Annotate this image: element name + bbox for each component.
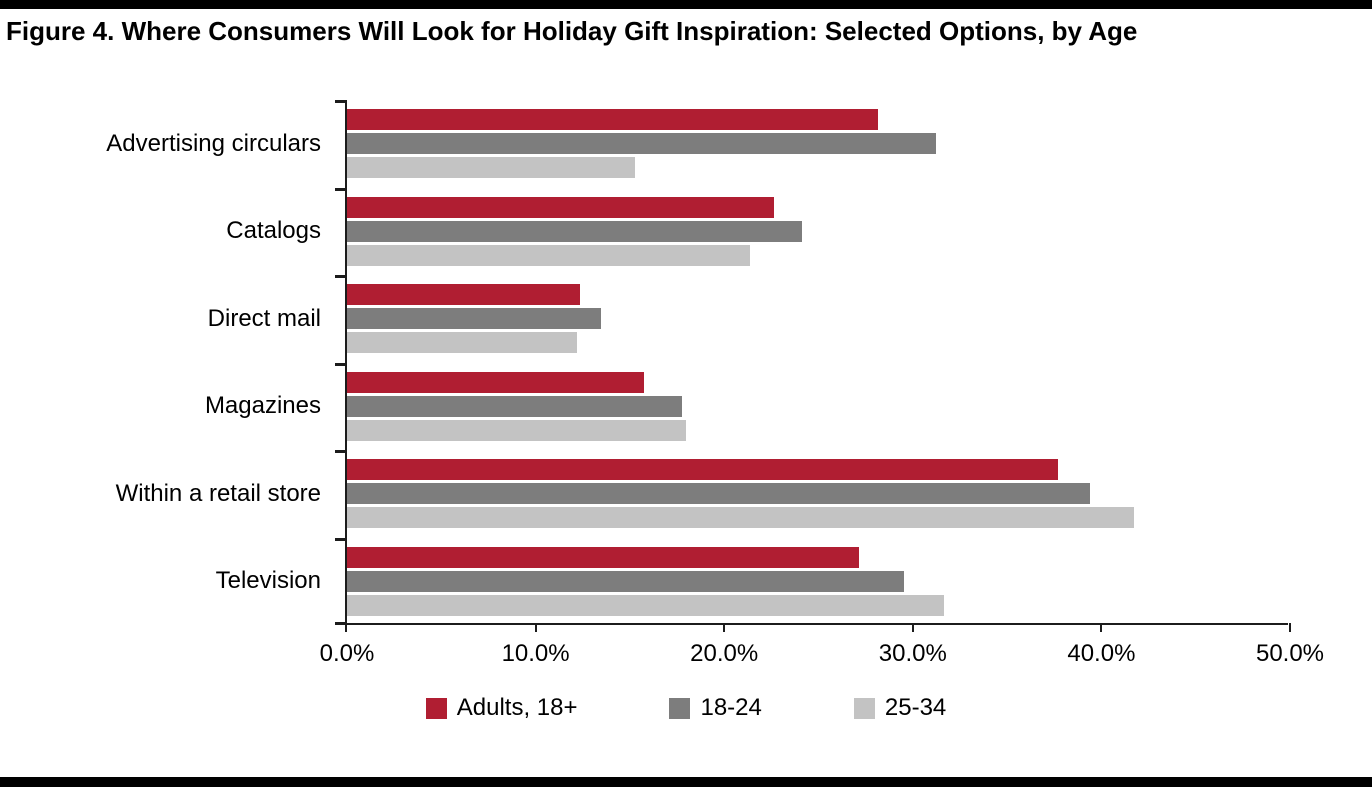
x-axis-tick-label: 30.0% <box>878 640 947 667</box>
legend-label-25-34: 25-34 <box>884 694 947 721</box>
bar-25-34 <box>347 594 944 616</box>
bar-18-24 <box>347 220 803 242</box>
bar-group-television <box>347 538 1288 626</box>
y-axis-tick <box>335 362 346 366</box>
bar-adults-18 <box>347 109 878 131</box>
x-axis-tick-label: 40.0% <box>1067 640 1136 667</box>
bar-adults-18 <box>347 546 859 568</box>
bar-group-direct-mail <box>347 275 1288 363</box>
x-axis-tick <box>345 623 347 632</box>
bar-25-34 <box>347 157 635 179</box>
bar-group-catalogs <box>347 188 1288 276</box>
bar-18-24 <box>347 483 1091 505</box>
plot-area: 0.0% 10.0% 20.0% 30.0% 40.0% 50.0% <box>320 100 1324 667</box>
legend-item-18-24: 18-24 <box>669 694 762 722</box>
bar-25-34 <box>347 244 750 266</box>
bar-group-advertising-circulars <box>347 100 1288 188</box>
category-label-within-a-retail-store: Within a retail store <box>115 479 321 507</box>
legend-swatch-adults-18 <box>425 697 447 719</box>
y-axis-tick <box>335 100 346 103</box>
bar-25-34 <box>347 419 686 441</box>
x-axis-tick <box>1100 623 1103 632</box>
figure-title: Figure 4. Where Consumers Will Look for … <box>6 16 1138 46</box>
bar-18-24 <box>347 308 602 330</box>
bottom-border-rule <box>0 777 1372 787</box>
bar-18-24 <box>347 133 937 155</box>
y-axis-tick <box>335 187 346 191</box>
y-axis-tick <box>335 537 346 541</box>
bar-adults-18 <box>347 284 581 306</box>
legend-item-adults-18: Adults, 18+ <box>425 694 578 722</box>
bar-adults-18 <box>347 196 775 218</box>
bar-group-magazines <box>347 363 1288 451</box>
legend-swatch-18-24 <box>669 697 691 719</box>
y-axis-tick <box>335 622 346 625</box>
x-axis-tick <box>534 623 537 632</box>
category-label-magazines: Magazines <box>204 392 321 420</box>
x-axis-tick-label: 50.0% <box>1255 640 1325 667</box>
category-label-direct-mail: Direct mail <box>207 304 321 332</box>
top-border-rule <box>0 0 1372 9</box>
x-axis-tick-label: 20.0% <box>690 640 759 667</box>
y-axis-tick <box>335 275 346 278</box>
bar-18-24 <box>347 570 905 592</box>
legend-swatch-25-34 <box>853 697 875 719</box>
category-label-advertising-circulars: Advertising circulars <box>106 129 321 157</box>
legend-item-25-34: 25-34 <box>853 694 947 722</box>
y-axis-tick <box>335 450 346 453</box>
bar-group-within-a-retail-store <box>347 450 1288 538</box>
x-axis-tick-label: 10.0% <box>501 640 570 667</box>
x-axis-tick <box>1289 623 1291 632</box>
category-label-catalogs: Catalogs <box>226 217 321 245</box>
legend-label-adults-18: Adults, 18+ <box>456 694 578 721</box>
x-axis-tick-label: 0.0% <box>319 640 375 667</box>
legend-label-18-24: 18-24 <box>700 694 762 721</box>
x-axis-tick <box>911 623 914 632</box>
category-label-television: Television <box>215 567 321 595</box>
bar-25-34 <box>347 332 577 354</box>
category-axis-labels: Advertising circulars Catalogs Direct mail… <box>0 100 335 625</box>
chart-legend: Adults, 18+ 18-24 25-34 <box>0 694 1372 722</box>
bar-18-24 <box>347 395 682 417</box>
x-axis-tick <box>723 623 726 632</box>
bar-25-34 <box>347 507 1134 529</box>
bar-adults-18 <box>347 459 1059 481</box>
bar-adults-18 <box>347 371 645 393</box>
